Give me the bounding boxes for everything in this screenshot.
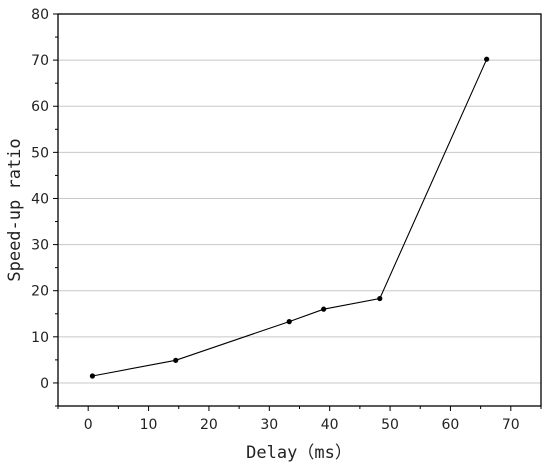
x-axis-title: Delay（ms） [246, 443, 352, 463]
data-point [89, 373, 96, 379]
x-tick-label: 50 [381, 417, 399, 433]
x-tick-label: 70 [502, 417, 520, 433]
series-line [92, 58, 488, 377]
axis-ticks [53, 13, 542, 411]
y-tick-label: 0 [40, 376, 49, 392]
y-tick-label: 20 [31, 284, 49, 300]
data-series [89, 56, 490, 379]
plot-frame [57, 13, 542, 407]
grid-lines [58, 59, 541, 384]
y-tick-label: 30 [31, 238, 49, 254]
x-tick-label: 20 [200, 417, 218, 433]
x-tick-label: 0 [84, 417, 93, 433]
y-tick-label: 60 [31, 99, 49, 115]
data-point [321, 306, 327, 312]
x-tick-label: 60 [442, 417, 460, 433]
y-tick-label: 10 [31, 330, 49, 346]
data-point [173, 357, 179, 363]
x-tick-label: 10 [140, 417, 158, 433]
y-tick-label: 40 [31, 191, 49, 207]
y-tick-label: 70 [31, 53, 49, 69]
y-tick-label: 50 [31, 145, 49, 161]
data-point [286, 319, 292, 325]
data-point [377, 295, 383, 302]
y-tick-label: 80 [31, 7, 49, 23]
x-tick-label: 30 [260, 417, 278, 433]
data-point [484, 56, 490, 62]
y-axis-title: Speed-up ratio [5, 138, 25, 281]
tick-labels: 0 10 20 30 40 50 60 70 80 0 10 20 30 40 50 60 70 [31, 7, 520, 433]
x-tick-label: 40 [321, 417, 339, 433]
